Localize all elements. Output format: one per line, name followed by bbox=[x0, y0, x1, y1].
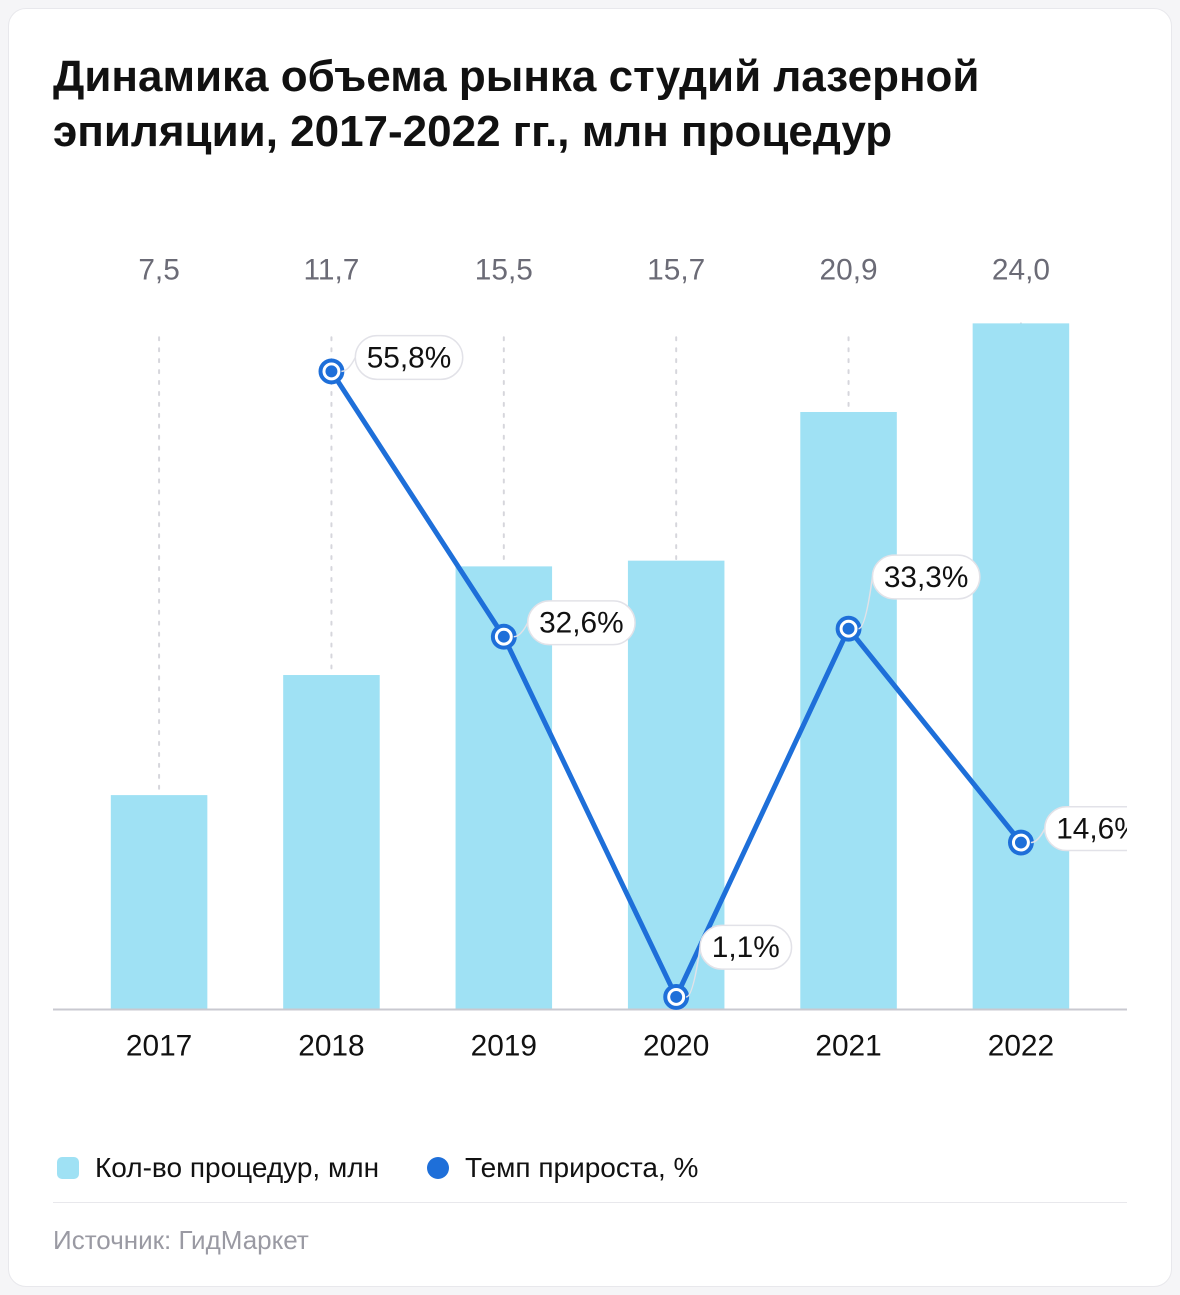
pct-label: 1,1% bbox=[712, 931, 780, 964]
source-label: Источник: ГидМаркет bbox=[53, 1203, 1127, 1256]
chart-title: Динамика объема рынка студий лазерной эп… bbox=[53, 49, 1127, 159]
x-axis-label: 2020 bbox=[643, 1029, 709, 1062]
line-marker-inner bbox=[1015, 837, 1027, 849]
line-marker-inner bbox=[670, 991, 682, 1003]
chart-legend: Кол-во процедур, млн Темп прироста, % bbox=[53, 1126, 1127, 1202]
bar bbox=[111, 795, 208, 1009]
chart-card: Динамика объема рынка студий лазерной эп… bbox=[8, 8, 1172, 1287]
chart-svg: 7,5 11,7 15,5 15,7 20,9 24,0 2017 2018 2019 2020 2… bbox=[53, 187, 1127, 1126]
x-axis-label: 2017 bbox=[126, 1029, 192, 1062]
bar bbox=[973, 323, 1070, 1009]
pct-label: 55,8% bbox=[367, 341, 452, 374]
bar-value-label: 11,7 bbox=[304, 254, 360, 287]
bar-value-label: 20,9 bbox=[820, 254, 878, 287]
line-marker-inner bbox=[325, 365, 337, 377]
line-marker-inner bbox=[843, 623, 855, 635]
pct-label: 32,6% bbox=[539, 607, 624, 640]
bar-value-label: 7,5 bbox=[138, 254, 179, 287]
legend-label-line: Темп прироста, % bbox=[465, 1152, 698, 1184]
x-axis-label: 2021 bbox=[815, 1029, 881, 1062]
pct-label: 33,3% bbox=[884, 561, 969, 594]
bar-value-label: 15,7 bbox=[647, 254, 705, 287]
bar bbox=[283, 675, 380, 1010]
legend-swatch-bar bbox=[57, 1157, 79, 1179]
legend-swatch-line bbox=[427, 1157, 449, 1179]
x-axis-label: 2022 bbox=[988, 1029, 1054, 1062]
chart-plot: 7,5 11,7 15,5 15,7 20,9 24,0 2017 2018 2019 2020 2… bbox=[53, 187, 1127, 1126]
legend-label-bar: Кол-во процедур, млн bbox=[95, 1152, 379, 1184]
x-axis-label: 2018 bbox=[298, 1029, 364, 1062]
bar-value-label: 15,5 bbox=[475, 254, 533, 287]
pct-label: 14,6% bbox=[1056, 813, 1127, 846]
x-axis-label: 2019 bbox=[471, 1029, 537, 1062]
legend-item-line: Темп прироста, % bbox=[427, 1152, 698, 1184]
line-marker-inner bbox=[498, 631, 510, 643]
bar-value-label: 24,0 bbox=[992, 254, 1050, 287]
legend-item-bars: Кол-во процедур, млн bbox=[57, 1152, 379, 1184]
bar bbox=[800, 412, 897, 1010]
